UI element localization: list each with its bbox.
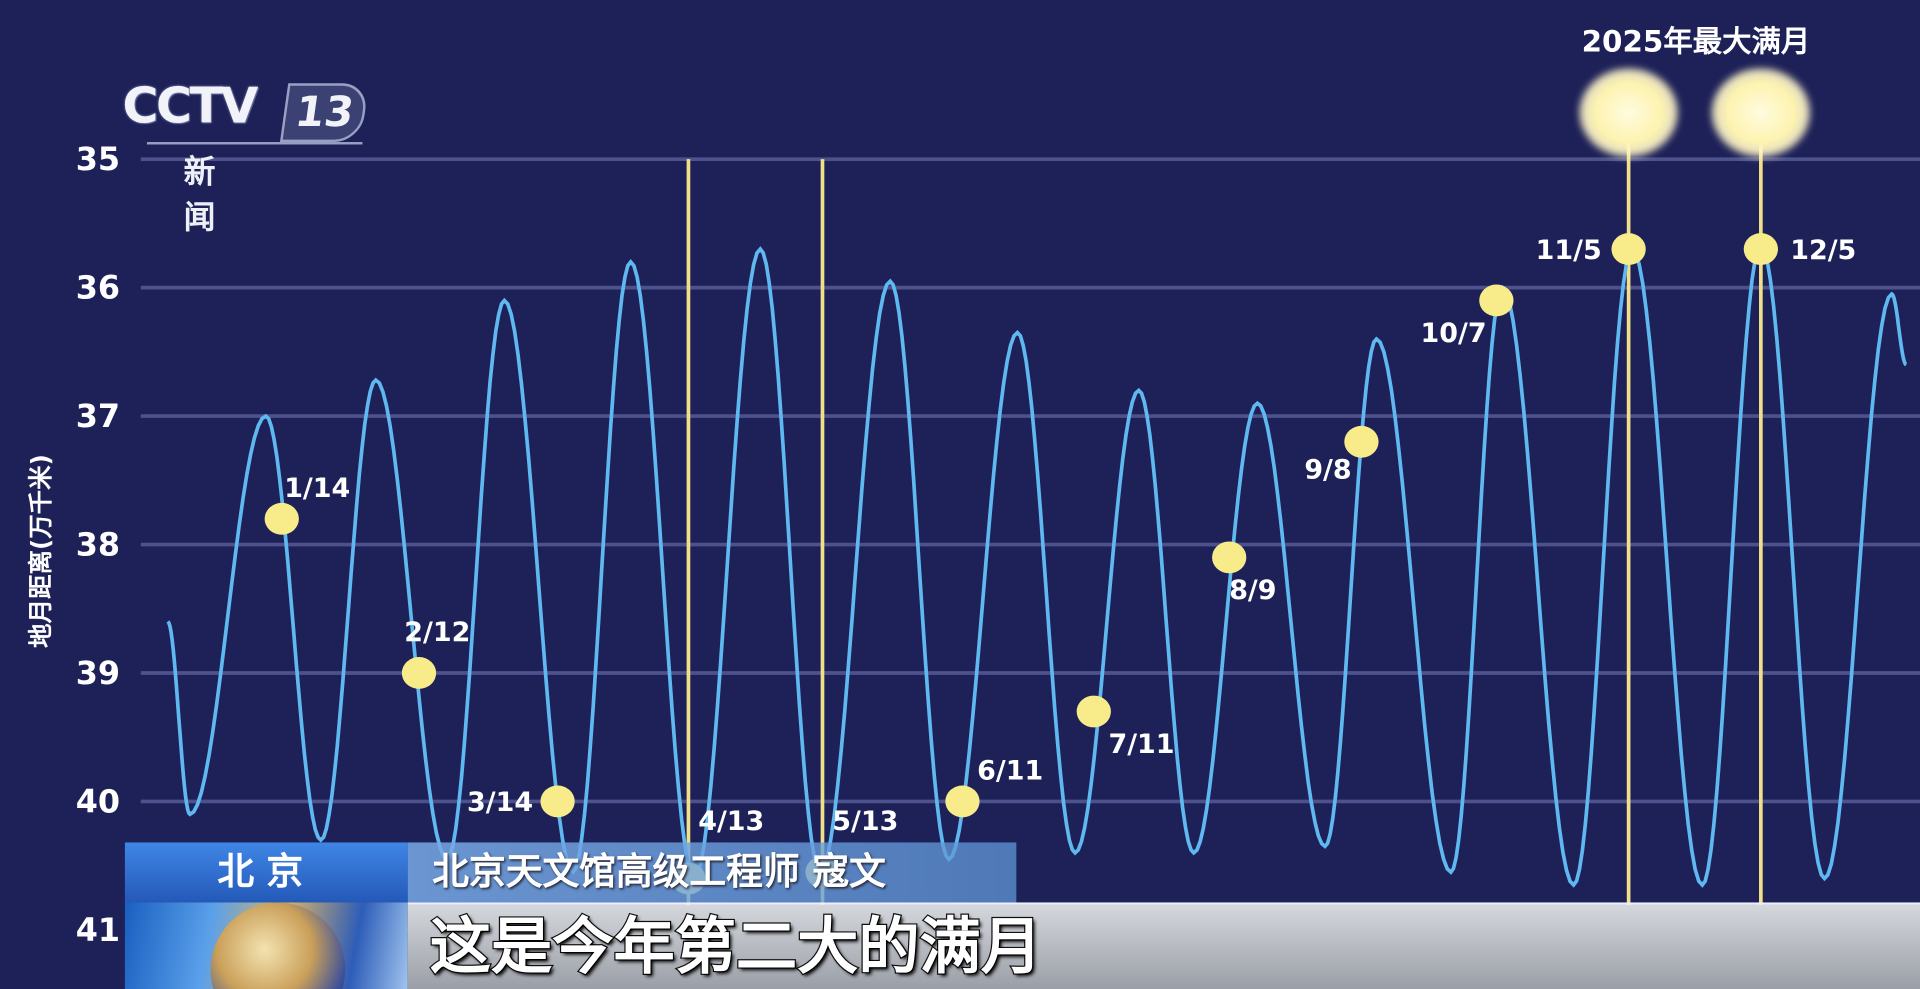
y-tick-label: 39 — [76, 654, 120, 692]
full-moon-date-label: 1/14 — [284, 473, 350, 504]
y-tick-label: 38 — [76, 526, 120, 564]
full-moon-date-label: 8/9 — [1229, 575, 1276, 606]
full-moon-point — [945, 785, 980, 818]
full-moon-date-label: 5/13 — [832, 806, 898, 837]
full-moon-date-label: 7/11 — [1108, 729, 1174, 760]
large-moon-icon — [1716, 73, 1805, 152]
full-moon-date-label: 11/5 — [1536, 235, 1602, 266]
full-moon-date-label: 4/13 — [698, 806, 764, 837]
globe-icon — [210, 902, 346, 989]
logo-brand: CCTV — [122, 78, 258, 135]
full-moon-date-label: 12/5 — [1790, 235, 1856, 266]
full-moon-date-label: 2/12 — [404, 617, 470, 648]
y-axis-label: 地月距离(万千米) — [26, 454, 55, 648]
subtitle: 这是今年第二大的满月 — [407, 902, 1920, 989]
speaker-caption: 北京天文馆高级工程师 寇文 — [407, 842, 1017, 903]
y-tick-label: 40 — [76, 782, 120, 820]
full-moon-date-label: 3/14 — [467, 787, 533, 818]
y-tick-label: 35 — [76, 140, 120, 178]
location-label: 北京 — [124, 842, 408, 903]
full-moon-point — [264, 502, 299, 535]
y-tick-label: 41 — [76, 911, 120, 949]
distance-curve — [166, 242, 1908, 888]
full-moon-point — [1076, 695, 1111, 728]
full-moon-point — [1743, 233, 1778, 266]
logo-divider — [146, 142, 363, 145]
full-moon-point — [540, 785, 575, 818]
full-moon-point — [1344, 425, 1379, 458]
y-tick-label: 37 — [76, 397, 120, 435]
full-moon-point — [1212, 541, 1247, 574]
globe-graphic — [124, 902, 408, 989]
largest-full-moon-label: 2025年最大满月 — [1582, 24, 1811, 58]
full-moon-point — [401, 657, 437, 689]
full-moon-date-label: 6/11 — [977, 755, 1043, 786]
full-moon-point — [1611, 233, 1646, 266]
full-moon-date-label: 9/8 — [1304, 455, 1351, 486]
full-moon-point — [1479, 284, 1514, 317]
logo-channel-name: 新 闻 — [183, 154, 248, 237]
full-moon-date-label: 10/7 — [1421, 318, 1487, 349]
y-tick-label: 36 — [76, 269, 120, 307]
large-moon-icon — [1584, 73, 1673, 152]
